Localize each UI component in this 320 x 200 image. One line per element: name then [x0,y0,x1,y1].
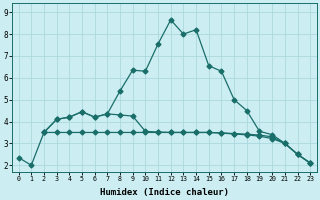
X-axis label: Humidex (Indice chaleur): Humidex (Indice chaleur) [100,188,229,197]
